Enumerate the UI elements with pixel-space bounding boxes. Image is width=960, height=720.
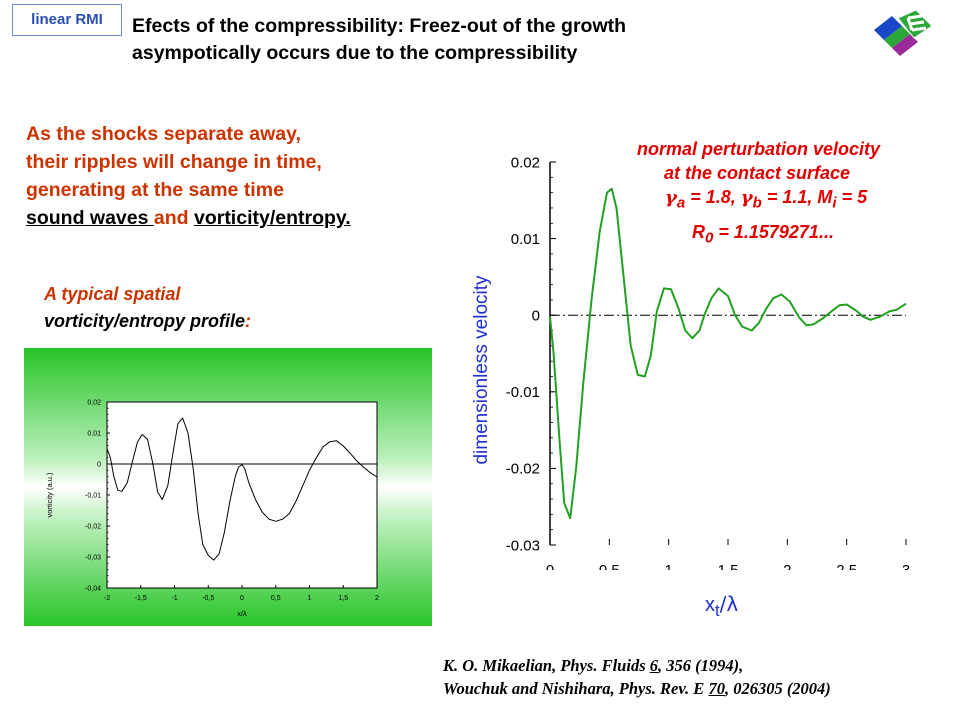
reference-1: K. O. Mikaelian, Phys. Fluids 6, 356 (19…: [443, 654, 831, 677]
y-tick-label: -0.03: [506, 537, 540, 554]
y-tick-label: -0,03: [85, 554, 101, 561]
velocity-x-axis-label: xt/λ: [705, 592, 738, 621]
y-tick-label: 0,02: [87, 399, 101, 406]
x-tick-label: 0.5: [599, 562, 620, 570]
profile-caption-line-1: A typical spatial: [44, 284, 181, 304]
x-tick-label: 1.5: [718, 562, 739, 570]
y-tick-label: 0.01: [511, 231, 540, 248]
x-axis-sub: t: [715, 601, 720, 620]
plot-frame: [106, 401, 378, 589]
x-tick-label: 0: [240, 595, 244, 602]
ref1-tail: , 356 (1994),: [658, 656, 744, 675]
section-tag: linear RMI: [12, 4, 122, 36]
intro-line-4: sound waves and vorticity/entropy.: [26, 204, 446, 232]
y-tick-label: -0,02: [85, 523, 101, 530]
y-tick-label: -0,04: [85, 585, 101, 592]
x-tick-label: 3: [902, 562, 910, 570]
r-label: R: [692, 221, 705, 242]
x-axis-rest: /λ: [719, 592, 739, 616]
x-tick-label: -1: [171, 595, 177, 602]
x-tick-label: 0: [546, 562, 554, 570]
ref2-text: Wouchuk and Nishihara, Phys. Rev. E: [443, 679, 709, 698]
title-line-1: Efects of the compressibility: Freez-out…: [132, 15, 627, 37]
x-tick-label: -1,5: [135, 595, 147, 602]
reference-2: Wouchuk and Nishihara, Phys. Rev. E 70, …: [443, 677, 831, 700]
slide-title: Efects of the compressibility: Freez-out…: [132, 13, 772, 67]
profile-caption: A typical spatial vorticity/entropy prof…: [44, 281, 404, 335]
annotation-line-1: normal perturbation velocity: [637, 139, 881, 159]
ref2-volume: 70: [708, 679, 725, 698]
y-tick-label: 0: [97, 461, 101, 468]
profile-caption-text: vorticity/entropy profile: [44, 311, 246, 331]
ref1-volume: 6: [649, 656, 658, 675]
gamma-symbol: γ: [665, 187, 677, 208]
ref2-tail: , 026305 (2004): [724, 679, 831, 698]
ref1-text: K. O. Mikaelian, Phys. Fluids: [443, 656, 650, 675]
y-tick-label: 0,01: [87, 430, 101, 437]
x-tick-label: -2: [104, 595, 110, 602]
y-tick-label: 0.02: [511, 154, 540, 171]
x-tick-label: 0,5: [271, 595, 281, 602]
r-sub: 0: [705, 229, 714, 247]
vorticity-profile-panel: 0,02 0,01 0 -0,01 -0,02 -0,03 -0,04 -2 -1,5 -1 -0,…: [24, 348, 432, 626]
r-value: = 1.1579271...: [713, 221, 834, 242]
y-tick-label: 0: [532, 307, 540, 324]
data-series-line: [106, 417, 378, 561]
data-series-line: [549, 187, 907, 520]
vorticity-entropy-term: vorticity/entropy.: [193, 207, 351, 229]
y-tick-label: -0.02: [506, 461, 540, 478]
chart-annotation: normal perturbation velocity at the cont…: [637, 137, 880, 250]
vorticity-x-axis-label: x/λ: [237, 609, 247, 618]
vorticity-profile-chart: 0,02 0,01 0 -0,01 -0,02 -0,03 -0,04-2 -1,5 -1 -0,…: [45, 399, 379, 618]
x-tick-label: 1: [664, 562, 672, 570]
logo-icon: [874, 9, 933, 56]
x-tick-label: 2: [375, 595, 379, 602]
title-line-2: asympotically occurs due to the compress…: [132, 42, 578, 64]
x-tick-label: 2.5: [836, 562, 857, 570]
profile-caption-colon: :: [245, 311, 252, 331]
intro-line-2: their ripples will change in time,: [26, 151, 322, 173]
x-axis-main: x: [705, 594, 715, 616]
x-tick-label: 1,5: [338, 595, 348, 602]
annotation-line-2: at the contact surface: [664, 163, 851, 183]
annotation-params: γa = 1.8, γb = 1.1, Mi = 5: [637, 185, 880, 216]
gamma-symbol: γ: [740, 187, 753, 208]
velocity-chart: 0.02 0.01 0 -0.01 -0.02 -0.03 0 0.5 1 1.5 2 2.5 3: [506, 154, 910, 570]
mach-value: = 5: [836, 187, 868, 207]
intro-line-1: As the shocks separate away,: [26, 123, 301, 145]
x-tick-label: 1: [308, 595, 312, 602]
vorticity-y-axis-label: vorticity (a.u.): [45, 472, 54, 518]
y-tick-label: -0.01: [506, 384, 540, 401]
profile-caption-line-2: vorticity/entropy profile:: [44, 308, 404, 335]
sound-waves-term: sound waves: [26, 207, 154, 229]
x-tick-label: 2: [783, 562, 791, 570]
x-tick-label: -0,5: [202, 595, 214, 602]
gamma-a-value: = 1.8,: [685, 187, 741, 207]
intro-and: and: [153, 207, 194, 229]
mach-sub: i: [832, 194, 837, 212]
annotation-r0: R0 = 1.1579271...: [637, 220, 880, 251]
y-tick-label: -0,01: [85, 492, 101, 499]
gamma-b-value: = 1.1, M: [761, 187, 833, 207]
intro-text: As the shocks separate away, their rippl…: [26, 120, 446, 232]
references: K. O. Mikaelian, Phys. Fluids 6, 356 (19…: [443, 654, 831, 700]
gamma-b-sub: b: [752, 194, 762, 212]
intro-line-3: generating at the same time: [26, 179, 284, 201]
gamma-a-sub: a: [676, 194, 686, 212]
velocity-y-axis-label: dimensionless velocity: [471, 275, 492, 465]
